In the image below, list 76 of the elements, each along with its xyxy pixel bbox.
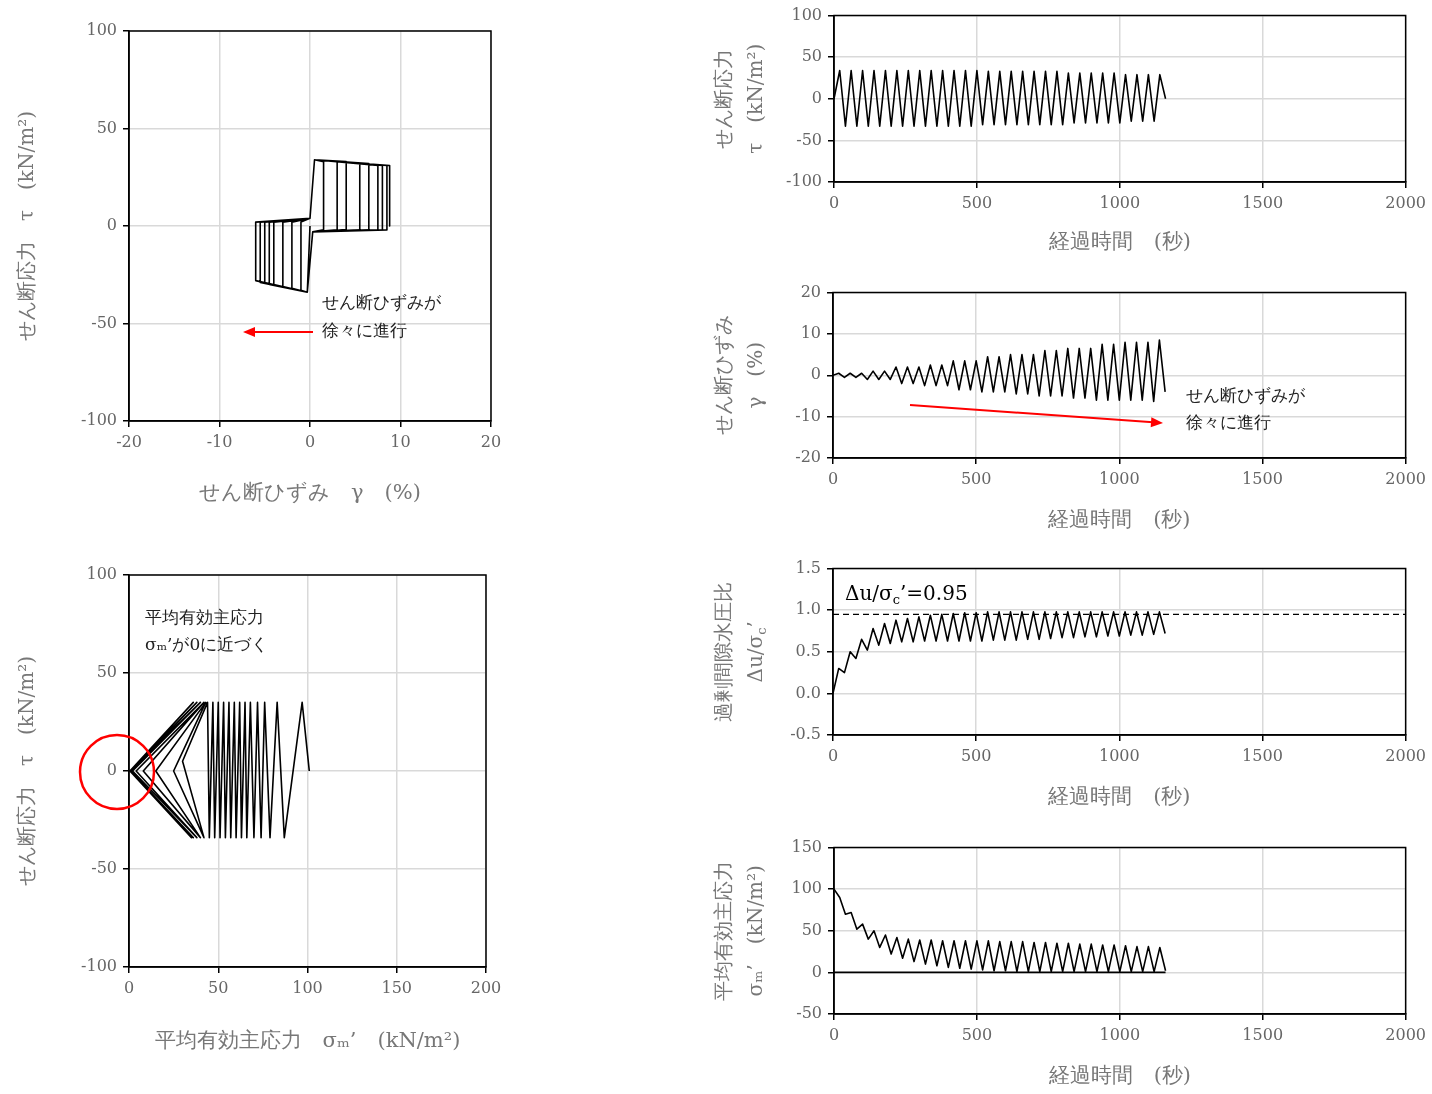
annotation: 徐々に進行 — [321, 319, 407, 340]
x-tick-label: 50 — [208, 977, 229, 997]
y-tick-label: 0 — [106, 215, 117, 235]
x-tick-label: 500 — [961, 192, 993, 212]
y-axis-title: せん断応力 τ (kN/m²) — [14, 110, 39, 341]
y-tick-label: 10 — [800, 323, 821, 343]
x-tick-label: 100 — [292, 977, 323, 997]
x-tick-label: 1000 — [1098, 745, 1140, 765]
x-tick-label: 2000 — [1385, 468, 1426, 488]
y-tick-label: 0.0 — [795, 682, 821, 702]
y-tick-label: 0 — [811, 87, 822, 107]
y-tick-label: -50 — [91, 312, 117, 332]
x-axis-title: せん断ひずみ γ (%) — [199, 480, 421, 505]
y-tick-label: 100 — [86, 564, 117, 584]
y-axis-title: 平均有効主応力 σₘ’ (kN/m²) — [711, 860, 768, 1001]
y-tick-label: -20 — [795, 447, 821, 467]
x-tick-label: 0 — [123, 977, 135, 997]
x-axis-title: 経過時間 (秒) — [1047, 229, 1192, 254]
y-tick-label: 50 — [801, 46, 822, 66]
y-axis-title: せん断ひずみ γ (%) — [711, 315, 768, 436]
y-tick-label: 50 — [801, 919, 822, 939]
y-tick-label: 50 — [96, 662, 117, 682]
y-tick-label: 100 — [86, 20, 117, 40]
y-tick-label: 0 — [810, 364, 821, 384]
annotation: せん断ひずみが — [321, 292, 442, 313]
y-tick-label: 0 — [106, 760, 117, 780]
x-tick-label: 1000 — [1099, 192, 1141, 212]
x-tick-label: 0 — [827, 745, 839, 765]
x-tick-label: 2000 — [1385, 745, 1426, 765]
x-tick-label: 2000 — [1385, 192, 1426, 212]
annotation: せん断ひずみが — [1186, 385, 1307, 406]
x-tick-label: 1000 — [1098, 468, 1140, 488]
y-tick-label: -100 — [81, 956, 117, 976]
y-axis-title: せん断応力 τ (kN/m²) — [14, 655, 39, 886]
y-tick-label: 20 — [800, 281, 821, 301]
x-tick-label: 10 — [390, 431, 411, 451]
x-tick-label: 1500 — [1242, 1024, 1284, 1044]
x-axis-title: 経過時間 (秒) — [1047, 784, 1191, 809]
y-axis-title: せん断応力 τ (kN/m²) — [711, 43, 768, 154]
x-tick-label: 2000 — [1385, 1024, 1426, 1044]
x-tick-label: 1500 — [1242, 468, 1283, 488]
y-tick-label: 0 — [811, 961, 822, 981]
y-tick-label: 100 — [791, 878, 822, 898]
y-tick-label: -0.5 — [790, 724, 821, 744]
y-tick-label: 1.5 — [795, 557, 821, 577]
x-tick-label: 0 — [304, 431, 316, 451]
y-tick-label: 100 — [791, 4, 822, 24]
y-tick-label: -50 — [796, 129, 822, 149]
x-tick-label: 0 — [828, 192, 840, 212]
x-tick-label: 500 — [960, 468, 992, 488]
y-tick-label: 50 — [96, 117, 117, 137]
x-tick-label: 1500 — [1242, 192, 1284, 212]
x-tick-label: 500 — [961, 1024, 993, 1044]
y-tick-label: 1.0 — [795, 599, 821, 619]
y-tick-label: 0.5 — [795, 640, 821, 660]
x-tick-label: 200 — [470, 977, 502, 997]
x-axis-title: 経過時間 (秒) — [1047, 1063, 1192, 1088]
y-tick-label: -50 — [796, 1003, 822, 1023]
y-tick-label: -10 — [795, 405, 821, 425]
x-tick-label: 0 — [827, 468, 839, 488]
y-tick-label: -100 — [786, 171, 822, 191]
x-tick-label: -10 — [206, 431, 233, 451]
x-tick-label: 20 — [480, 431, 502, 451]
x-tick-label: 1000 — [1099, 1024, 1141, 1044]
x-axis-title: 平均有効主応力 σₘ’ (kN/m²) — [154, 1028, 461, 1053]
x-tick-label: 150 — [381, 977, 413, 997]
y-tick-label: -50 — [91, 858, 117, 878]
annotation: 平均有効主応力 — [145, 606, 265, 627]
x-tick-label: 500 — [960, 745, 992, 765]
x-tick-label: 0 — [828, 1024, 840, 1044]
annotation: σₘ’が0に近づく — [145, 633, 269, 654]
annotation: 徐々に進行 — [1186, 411, 1272, 432]
y-tick-label: -100 — [81, 410, 117, 430]
x-axis-title: 経過時間 (秒) — [1047, 507, 1191, 532]
x-tick-label: 1500 — [1242, 745, 1283, 765]
y-tick-label: 150 — [791, 836, 822, 856]
